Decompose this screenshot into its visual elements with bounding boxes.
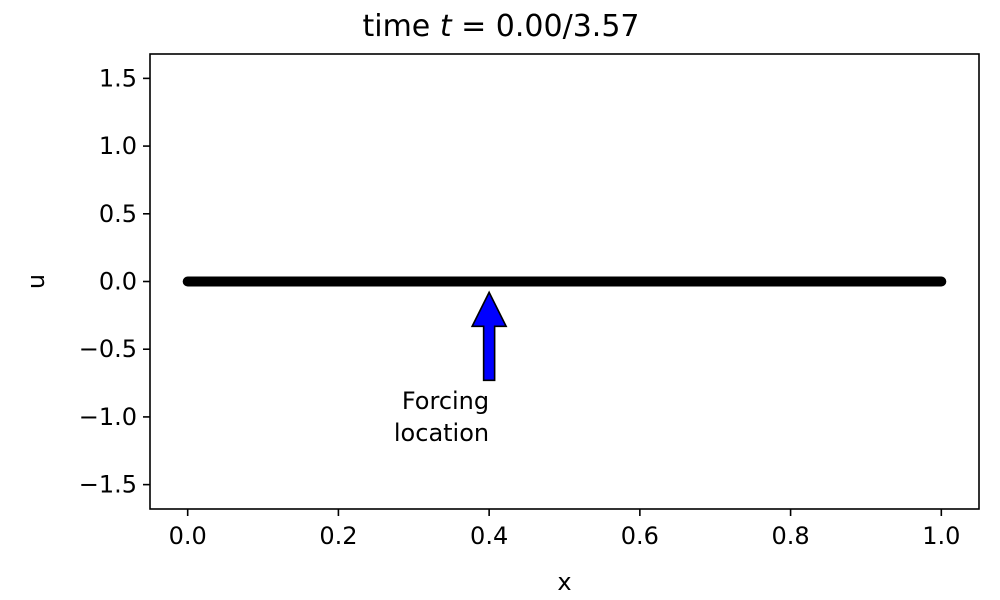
x-tick-label: 0.2 bbox=[319, 522, 357, 550]
title-variable: t bbox=[440, 9, 453, 44]
y-tick-label: −1.5 bbox=[79, 471, 137, 499]
x-tick-label: 0.8 bbox=[772, 522, 810, 550]
x-tick-label: 0.4 bbox=[470, 522, 508, 550]
y-tick-label: 1.5 bbox=[99, 64, 137, 92]
y-ticks: 1.5 1.0 0.5 0.0 −0.5 −1.0 −1.5 bbox=[79, 64, 150, 499]
y-tick-label: −1.0 bbox=[79, 403, 137, 431]
chart-title: time t = 0.00/3.57 bbox=[362, 9, 639, 44]
y-tick-label: 0.0 bbox=[99, 268, 137, 296]
x-tick-label: 0.0 bbox=[169, 522, 207, 550]
y-tick-label: 1.0 bbox=[99, 132, 137, 160]
title-prefix: time bbox=[362, 9, 439, 44]
title-suffix: = 0.00/3.57 bbox=[452, 9, 640, 44]
x-tick-label: 0.6 bbox=[621, 522, 659, 550]
annotation-layer: Forcing location bbox=[394, 290, 508, 447]
x-axis-label: x bbox=[557, 568, 571, 596]
forcing-arrow bbox=[470, 290, 508, 382]
forcing-label-line: location bbox=[394, 419, 489, 447]
y-axis-label: u bbox=[22, 274, 50, 289]
y-tick-label: 0.5 bbox=[99, 200, 137, 228]
forcing-label-line: Forcing bbox=[402, 387, 489, 415]
x-tick-label: 1.0 bbox=[922, 522, 960, 550]
x-ticks: 0.0 0.2 0.4 0.6 0.8 1.0 bbox=[169, 509, 960, 550]
y-tick-label: −0.5 bbox=[79, 335, 137, 363]
